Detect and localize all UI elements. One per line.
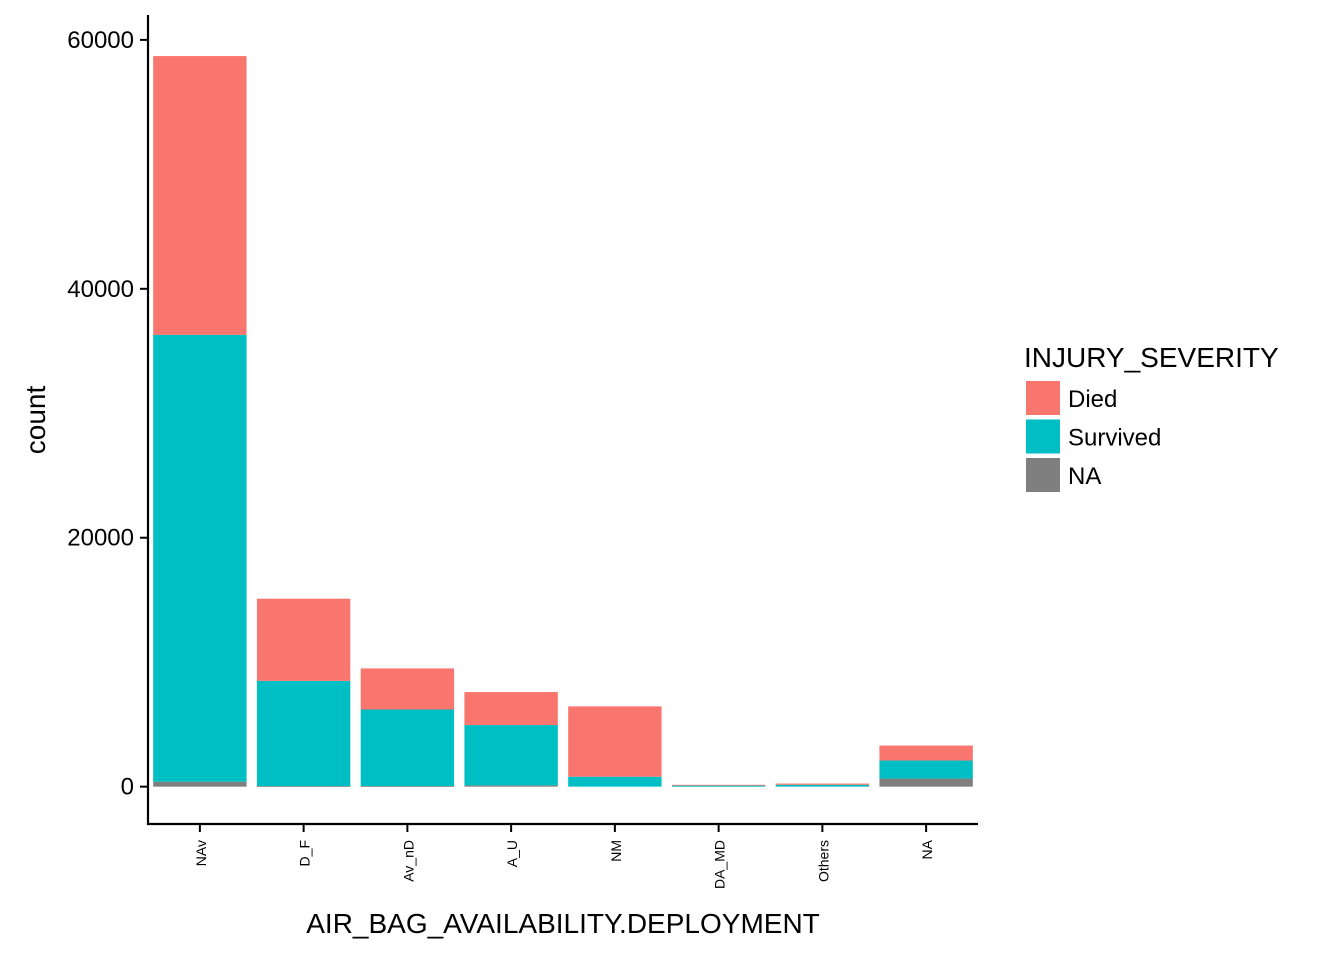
bar-segment-Av_nD-survived xyxy=(360,709,455,787)
legend-label-survived: Survived xyxy=(1068,425,1161,452)
legend-key-na xyxy=(1026,458,1060,492)
bar-segment-D_F-na xyxy=(256,786,351,787)
bar-segment-NA-survived xyxy=(879,760,973,779)
x-tick-label: DA_MD xyxy=(712,840,728,889)
x-axis-title: AIR_BAG_AVAILABILITY.DEPLOYMENT xyxy=(306,908,820,939)
legend-label-died: Died xyxy=(1068,386,1117,413)
bar-segment-DA_MD-survived xyxy=(671,785,766,787)
y-tick-label: 0 xyxy=(121,774,134,801)
bar-segment-NM-died xyxy=(568,706,662,777)
bar-segment-Av_nD-na xyxy=(360,786,455,787)
legend-items: Died Survived NA xyxy=(1026,381,1161,492)
bar-segment-NA-na xyxy=(879,778,973,787)
bar-segment-Av_nD-died xyxy=(360,668,455,710)
x-tick-label: Av_nD xyxy=(400,840,416,882)
y-tick-label: 40000 xyxy=(67,276,134,303)
bar-segment-NAv-survived xyxy=(153,334,247,782)
bar-segment-NM-survived xyxy=(568,776,662,787)
x-axis-ticks: NAv D_F Av_nD A_U NM DA_MD Others NA xyxy=(193,824,935,889)
bar-segment-NA-died xyxy=(879,745,973,761)
x-tick-label: A_U xyxy=(504,840,520,867)
y-axis-title: count xyxy=(20,386,51,455)
bar-segment-D_F-survived xyxy=(256,680,351,787)
legend-label-na: NA xyxy=(1068,463,1101,490)
bar-segment-NAv-na xyxy=(153,781,247,787)
y-tick-label: 20000 xyxy=(67,525,134,552)
y-tick-label: 60000 xyxy=(67,27,134,54)
legend-key-survived xyxy=(1026,419,1060,454)
bar-segment-Others-survived xyxy=(775,784,870,787)
bar-segment-Others-died xyxy=(775,783,870,785)
axes-layer: 0 20000 40000 60000 NAv D_F Av_nD A_U NM DA_MD Ot… xyxy=(67,15,978,889)
bar-segment-A_U-na xyxy=(464,785,558,787)
bar-segment-DA_MD-died xyxy=(671,784,766,786)
bar-segment-A_U-died xyxy=(464,692,558,726)
bar-segment-NAv-died xyxy=(153,56,247,335)
bars-layer xyxy=(153,56,973,787)
legend-title: INJURY_SEVERITY xyxy=(1024,342,1279,373)
x-tick-label: Others xyxy=(815,840,831,882)
y-axis-ticks: 0 20000 40000 60000 xyxy=(67,27,148,801)
x-tick-label: NM xyxy=(608,840,624,862)
x-tick-label: D_F xyxy=(297,840,313,866)
bar-segment-A_U-survived xyxy=(464,725,558,786)
legend: INJURY_SEVERITY Died Survived NA xyxy=(1024,342,1279,492)
legend-key-died xyxy=(1026,381,1060,415)
bar-segment-D_F-died xyxy=(256,598,351,681)
x-tick-label: NAv xyxy=(193,840,209,866)
x-tick-label: NA xyxy=(919,839,935,859)
